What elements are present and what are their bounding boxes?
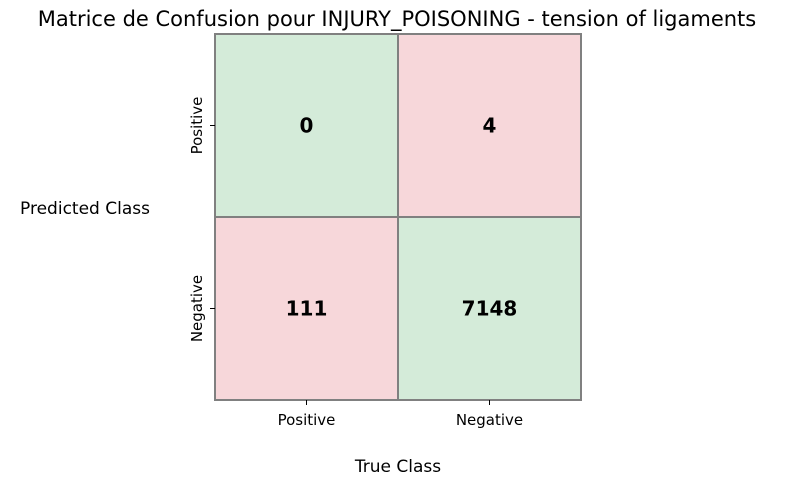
matrix-frame (214, 33, 582, 401)
x-axis-label: True Class (354, 457, 441, 477)
x-tick-label: Positive (278, 411, 336, 429)
matrix-cell-r1-c1 (397, 216, 582, 401)
cell-value-label: 111 (286, 297, 328, 321)
matrix-cells: 0 4 111 7148 (214, 33, 582, 401)
y-tick-label: Negative (188, 275, 206, 342)
matrix-axes: Positive Negative Positive Negative (188, 33, 582, 429)
cell-value-label: 4 (483, 114, 497, 138)
x-tick-label: Negative (456, 411, 523, 429)
cell-value-label: 7148 (462, 297, 518, 321)
y-tick-label: Positive (188, 97, 206, 155)
matrix-cell-r0-c1 (397, 33, 582, 218)
matrix-cell-r1-c0 (214, 216, 399, 401)
chart-title: Matrice de Confusion pour INJURY_POISONI… (38, 7, 757, 32)
matrix-cell-r0-c0 (214, 33, 399, 218)
cell-value-label: 0 (300, 114, 314, 138)
y-axis-label: Predicted Class (20, 199, 150, 219)
